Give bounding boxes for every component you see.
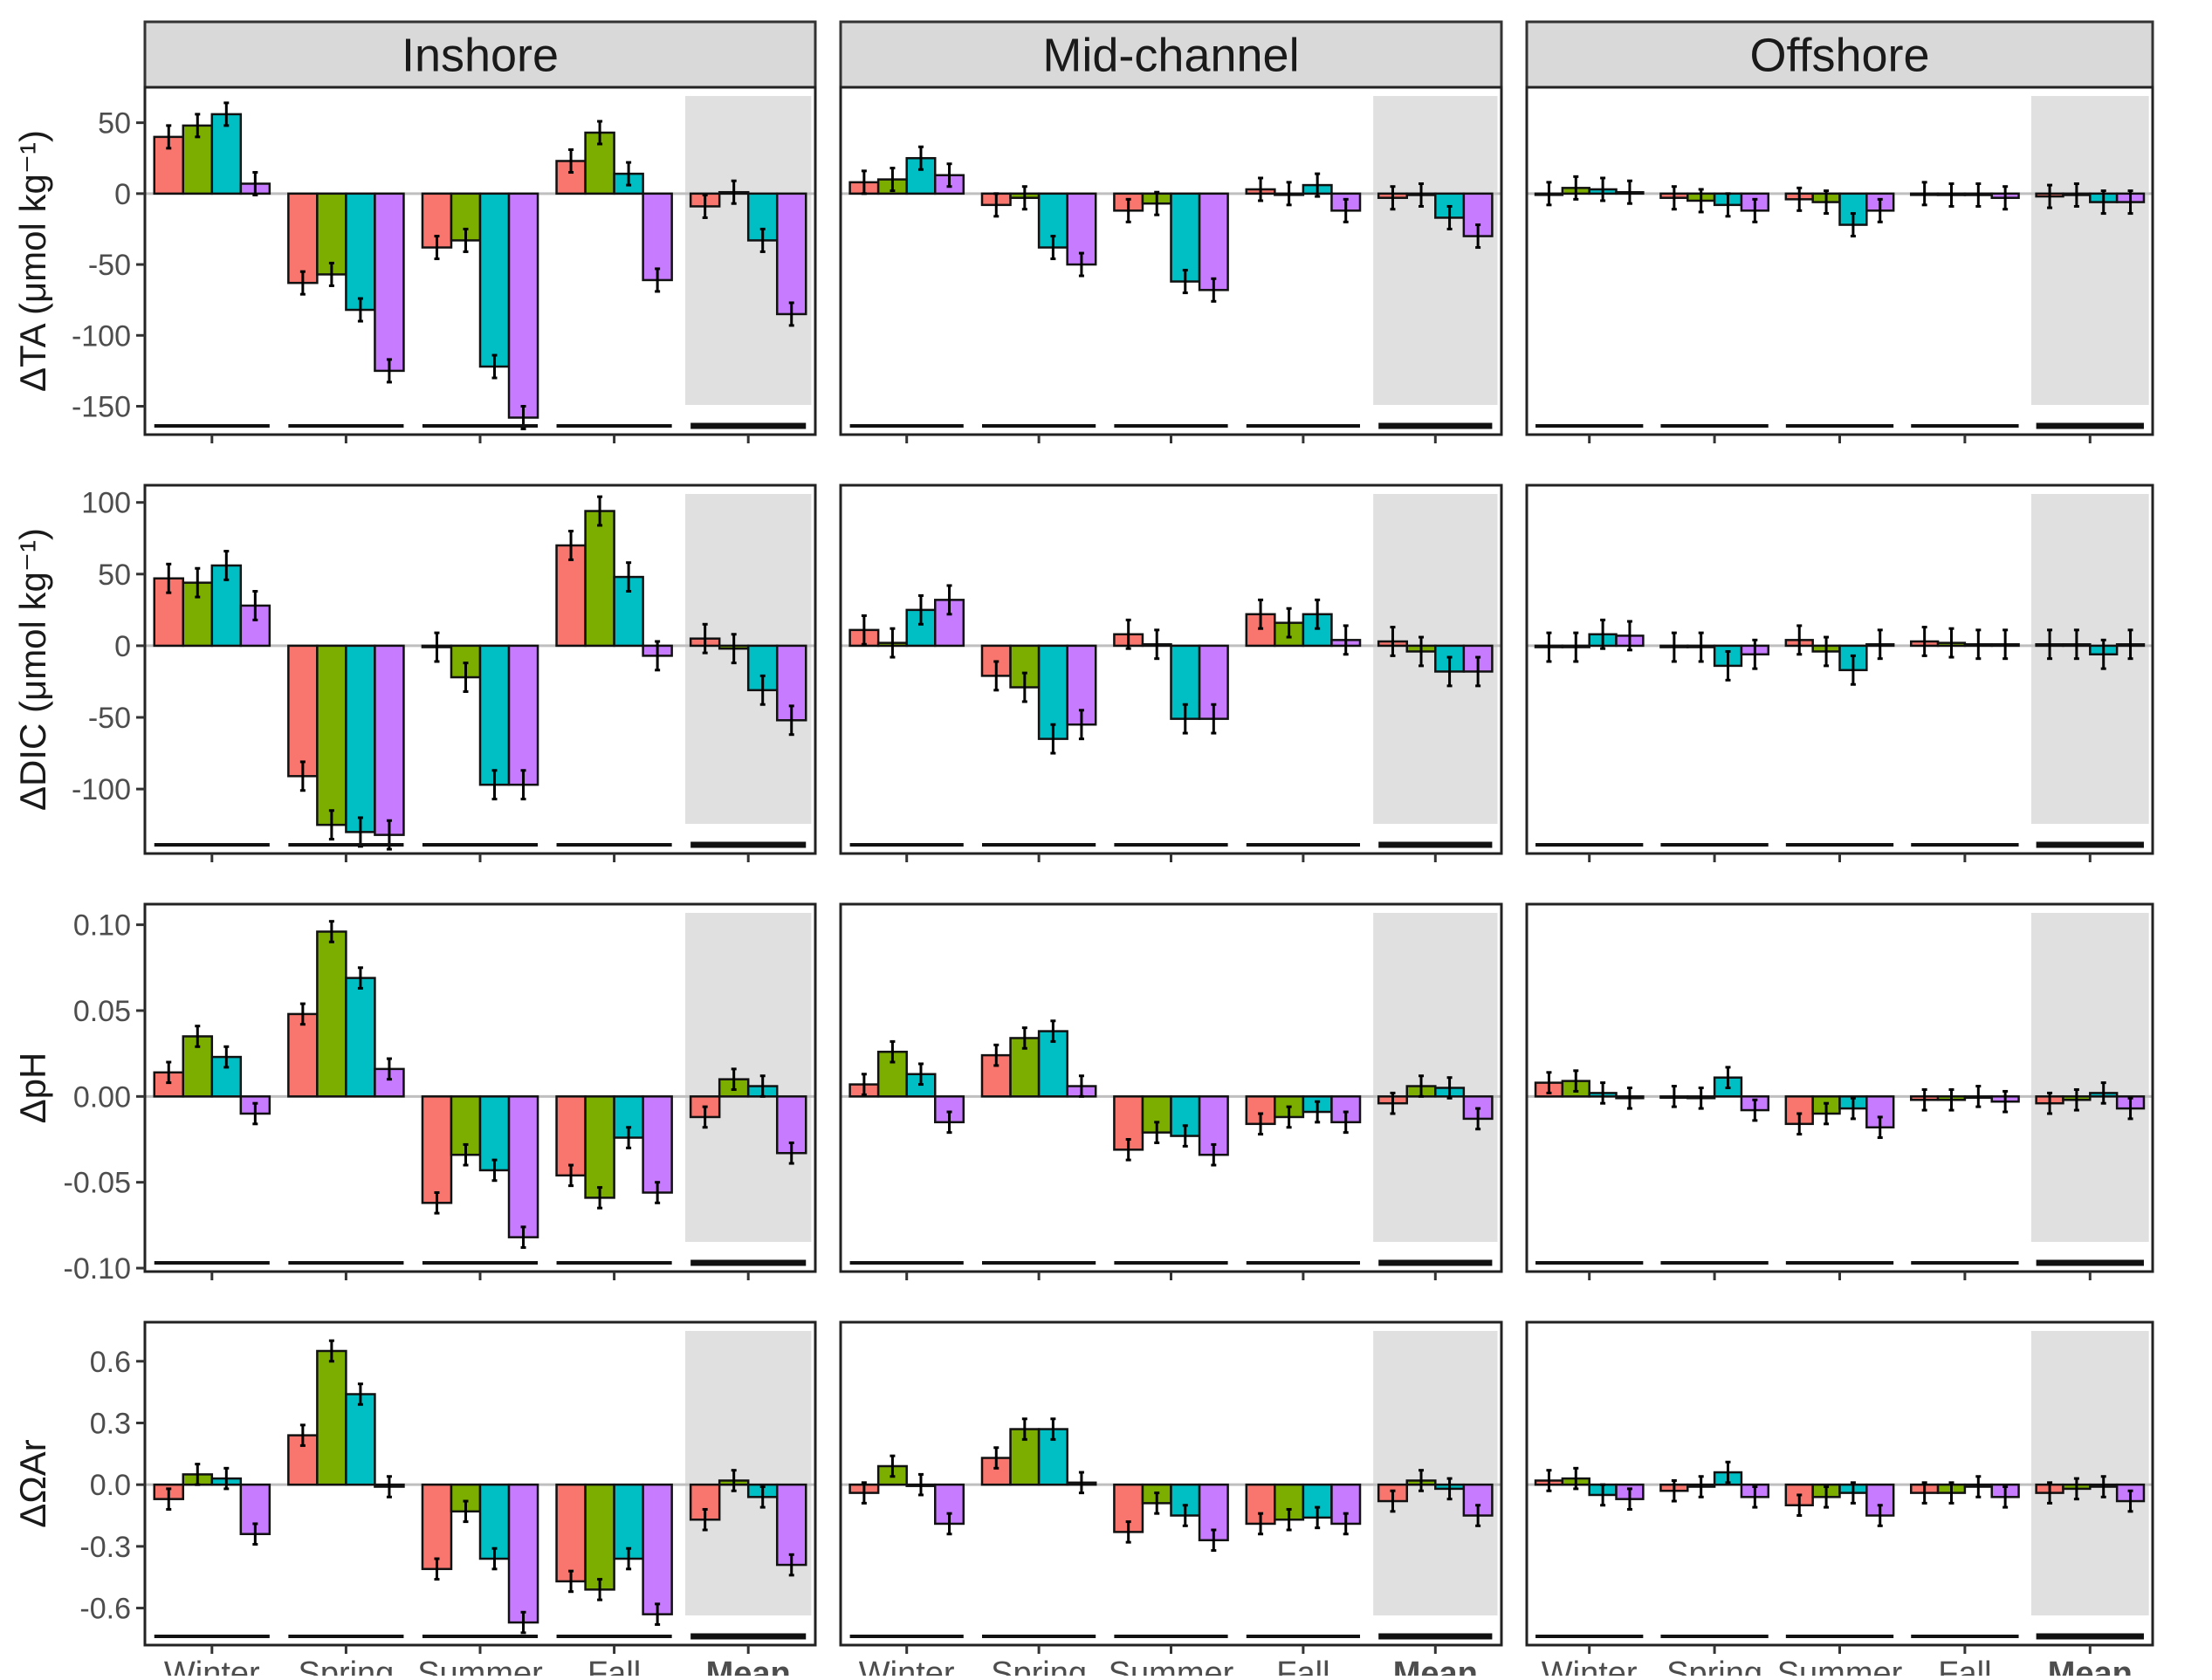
bar — [584, 1095, 615, 1199]
x-tick-label: Winter — [164, 1656, 260, 1676]
facet-strip — [839, 20, 1503, 89]
facet-strip-label: Inshore — [402, 30, 559, 82]
bar — [507, 1095, 539, 1238]
y-tick-label: 0.00 — [73, 1080, 131, 1114]
x-tick-label: Spring — [1666, 1656, 1762, 1676]
bar — [374, 192, 405, 373]
y-axis-title: ΔDIC (μmol kg⁻¹) — [12, 528, 53, 811]
mean-highlight-band — [1373, 913, 1498, 1242]
bar — [345, 644, 376, 833]
mean-highlight-band — [2030, 96, 2149, 405]
x-tick-label: Spring — [991, 1656, 1087, 1676]
bar — [555, 1095, 587, 1177]
bar — [775, 192, 807, 316]
bar — [1330, 1095, 1362, 1124]
x-tick-label: Winter — [859, 1656, 955, 1676]
bar — [421, 1483, 453, 1571]
bar — [642, 192, 673, 282]
y-tick-label: 0.10 — [73, 909, 131, 943]
bar — [1170, 192, 1201, 283]
bar — [478, 1095, 511, 1172]
x-tick-label: Fall — [1938, 1656, 1991, 1676]
y-tick-label: -0.05 — [64, 1167, 132, 1200]
y-tick-label: -0.6 — [79, 1593, 131, 1626]
bar — [584, 510, 615, 648]
bar — [642, 1095, 673, 1194]
bar — [287, 644, 319, 778]
x-tick-label: Summer — [1109, 1656, 1234, 1676]
facet-strip-label: Mid-channel — [1042, 30, 1299, 82]
bar — [1838, 192, 1868, 226]
y-tick-label: 0.0 — [90, 1469, 131, 1502]
bar — [775, 1483, 807, 1567]
y-tick-label: -150 — [72, 391, 131, 424]
y-tick-label: -100 — [72, 319, 131, 353]
bar — [345, 977, 376, 1098]
bar — [374, 644, 405, 836]
y-tick-label: 50 — [98, 107, 131, 141]
bar — [316, 644, 347, 826]
x-tick-label: Mean — [1393, 1656, 1478, 1676]
y-tick-label: 0 — [114, 178, 131, 211]
bar — [1198, 192, 1229, 291]
bar — [478, 644, 511, 786]
bar — [642, 1483, 673, 1615]
bar — [287, 192, 319, 285]
bar — [478, 192, 511, 368]
bar — [584, 1483, 615, 1591]
y-tick-label: 100 — [81, 487, 131, 520]
x-tick-label: Mean — [2048, 1656, 2133, 1676]
y-tick-label: -0.10 — [64, 1252, 132, 1286]
mean-highlight-band — [2030, 913, 2149, 1242]
bar — [507, 192, 539, 419]
y-tick-label: 50 — [98, 559, 131, 592]
mean-highlight-band — [1373, 1331, 1498, 1615]
bar — [507, 1483, 539, 1624]
bar — [1865, 1483, 1895, 1517]
x-tick-label: Spring — [298, 1656, 394, 1676]
y-tick-label: -0.3 — [79, 1531, 131, 1564]
y-axis-title: ΔpH — [12, 1053, 53, 1124]
bar — [316, 930, 347, 1098]
y-axis-title: ΔΩAr — [12, 1439, 53, 1527]
mean-highlight-band — [1373, 96, 1498, 405]
y-tick-label: 0.6 — [90, 1346, 131, 1379]
y-tick-label: 0 — [114, 630, 131, 663]
y-tick-label: -100 — [72, 773, 131, 806]
x-tick-label: Fall — [1276, 1656, 1329, 1676]
facet-strip — [143, 20, 817, 89]
x-tick-label: Summer — [417, 1656, 543, 1676]
bar — [345, 192, 376, 312]
x-tick-label: Summer — [1777, 1656, 1903, 1676]
mean-highlight-band — [2030, 1331, 2149, 1615]
bar — [478, 1483, 511, 1560]
bar — [210, 113, 243, 195]
x-tick-label: Winter — [1542, 1656, 1638, 1676]
facet-strip-label: Offshore — [1749, 30, 1929, 82]
bar — [507, 644, 539, 786]
y-tick-label: -50 — [88, 249, 131, 282]
bar — [421, 1095, 453, 1204]
bar — [555, 1483, 587, 1583]
mean-highlight-band — [685, 913, 812, 1242]
bar — [316, 1349, 347, 1486]
x-tick-label: Fall — [587, 1656, 641, 1676]
y-tick-label: 0.05 — [73, 995, 131, 1028]
y-tick-label: -50 — [88, 702, 131, 735]
bar — [345, 1393, 376, 1486]
x-tick-label: Mean — [706, 1656, 791, 1676]
y-axis-title: ΔTA (μmol kg⁻¹) — [12, 130, 53, 392]
bar — [287, 1012, 319, 1098]
y-tick-label: 0.3 — [90, 1407, 131, 1440]
